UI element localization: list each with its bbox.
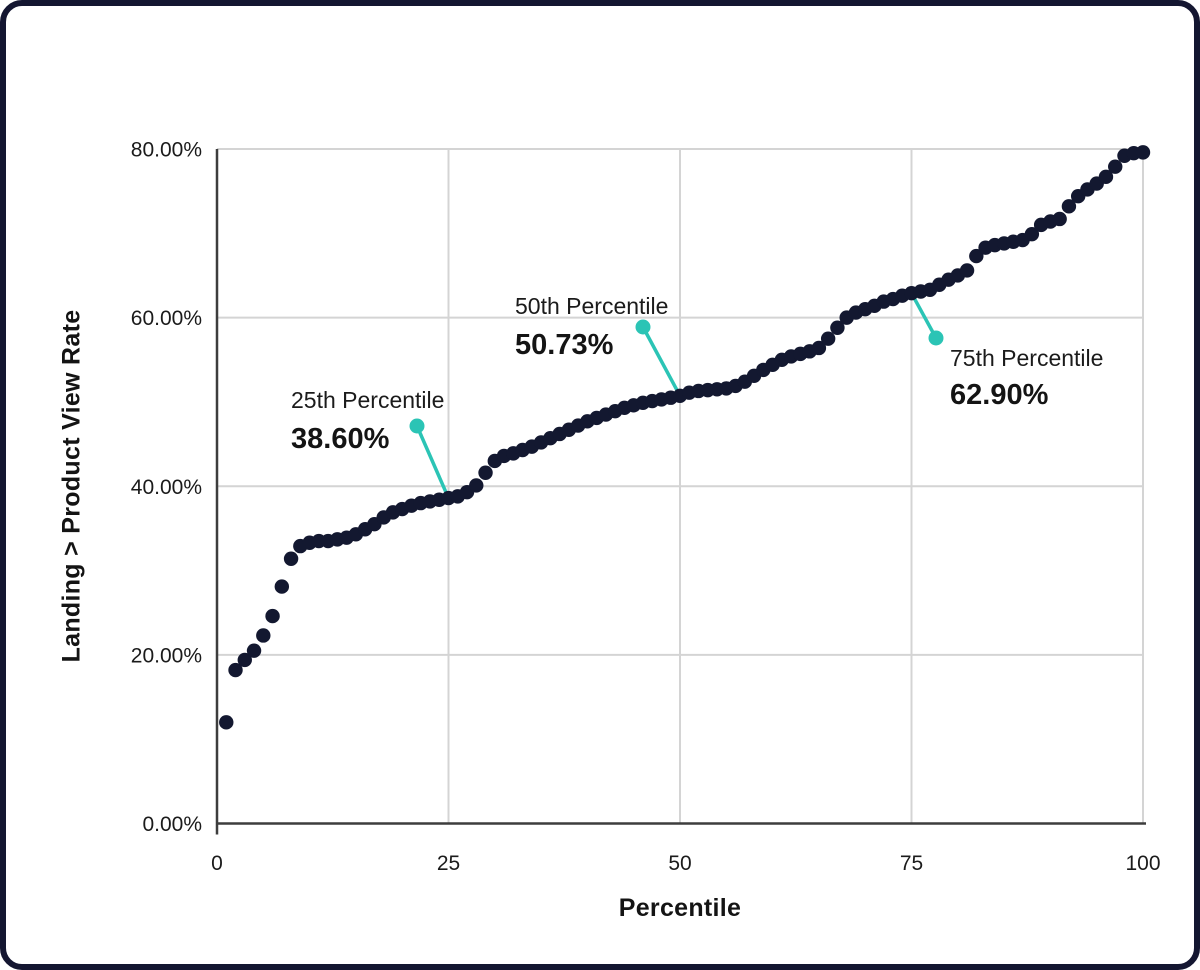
- callouts: 25th Percentile 38.60% 50th Percentile 50.7…: [291, 292, 1103, 499]
- y-tick-label: 0.00%: [142, 813, 202, 836]
- callout-line: [415, 425, 451, 499]
- data-point: [1135, 145, 1151, 160]
- gridlines: [217, 148, 1144, 824]
- data-point: [1098, 169, 1114, 185]
- data-point: [969, 248, 984, 264]
- data-point: [478, 465, 493, 480]
- data-point: [469, 478, 484, 493]
- x-tick-label: 0: [211, 852, 223, 875]
- data-point: [246, 643, 262, 658]
- annotation-value: 38.60%: [291, 423, 390, 455]
- x-tick-label: 25: [437, 852, 460, 875]
- data-point: [1052, 211, 1067, 227]
- data-point: [265, 608, 280, 624]
- data-point: [1061, 199, 1077, 214]
- data-point: [274, 579, 290, 594]
- callout-line: [641, 326, 682, 397]
- x-tick-label: 100: [1125, 852, 1160, 875]
- data-points: [219, 145, 1151, 730]
- data-point: [830, 320, 845, 335]
- callout-dot: [409, 418, 425, 434]
- x-tick-label: 50: [668, 852, 691, 875]
- data-point: [283, 551, 299, 566]
- annotation-label: 75th Percentile: [950, 345, 1103, 371]
- data-point: [228, 662, 243, 678]
- x-tick-label: 75: [900, 852, 923, 875]
- x-tick-labels: 0 25 50 75 100: [211, 852, 1160, 875]
- data-point: [811, 340, 827, 356]
- callout-dot: [928, 330, 944, 346]
- data-point: [256, 628, 271, 643]
- y-tick-label: 60.00%: [131, 307, 202, 330]
- data-point: [820, 331, 836, 346]
- y-axis-title: Landing > Product View Rate: [57, 309, 86, 663]
- y-tick-label: 40.00%: [131, 476, 202, 499]
- data-point: [1108, 159, 1123, 174]
- annotation-value: 62.90%: [950, 379, 1049, 411]
- callout-dot: [635, 319, 651, 335]
- annotation-label: 25th Percentile: [291, 387, 444, 413]
- data-point: [959, 263, 975, 278]
- annotation-value: 50.73%: [515, 329, 614, 361]
- y-tick-label: 80.00%: [131, 139, 202, 162]
- x-axis-title: Percentile: [618, 894, 742, 922]
- y-tick-labels: 0.00% 20.00% 40.00% 60.00% 80.00%: [131, 139, 202, 837]
- annotation-label: 50th Percentile: [515, 293, 668, 319]
- data-point: [1024, 226, 1040, 242]
- scatter-chart: 0 25 50 75 100 0.00% 20.00% 40.00% 60.00% 80.00% 2…: [131, 139, 1161, 876]
- callout-line: [909, 292, 938, 339]
- data-point: [237, 652, 252, 668]
- y-tick-label: 20.00%: [131, 644, 202, 667]
- data-point: [219, 715, 234, 730]
